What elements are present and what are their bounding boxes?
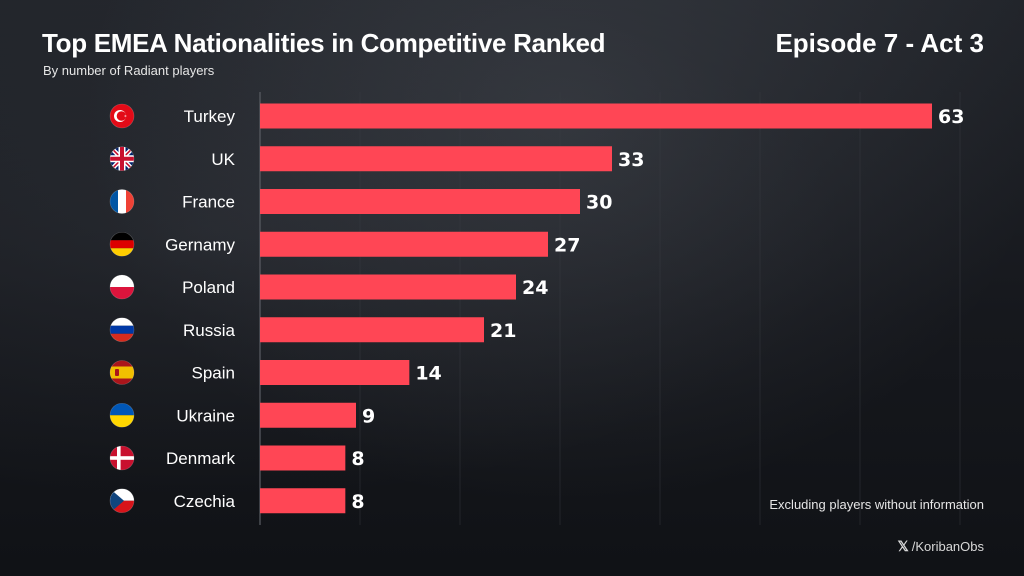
category-labels: Turkey UK France Gernamy Poland Russia Spain Uk… — [165, 107, 236, 511]
value-label-russia: 21 — [490, 320, 516, 342]
value-label-france: 30 — [586, 192, 612, 214]
spain-flag-icon — [110, 360, 134, 385]
category-label-turkey: Turkey — [184, 107, 236, 126]
czechia-flag-icon — [110, 488, 134, 513]
category-label-gernamy: Gernamy — [165, 235, 235, 254]
value-label-denmark: 8 — [351, 448, 364, 470]
category-label-poland: Poland — [182, 278, 235, 297]
value-label-gernamy: 27 — [554, 234, 580, 256]
germany-flag-icon — [110, 232, 134, 257]
category-label-spain: Spain — [192, 364, 235, 383]
flag-outline — [109, 274, 135, 300]
bar-russia — [260, 317, 484, 343]
bar-france — [260, 189, 580, 214]
bars: 63 33 30 27 24 21 14 9 8 8 — [260, 103, 964, 514]
flag-outline — [109, 146, 135, 172]
value-label-poland: 24 — [522, 277, 548, 299]
uk-flag-icon — [110, 146, 134, 171]
handle-text: /KoribanObs — [911, 539, 984, 554]
x-logo-icon: 𝕏 — [897, 538, 909, 554]
category-label-czechia: Czechia — [174, 492, 236, 511]
value-label-uk: 33 — [618, 149, 644, 171]
russia-flag-icon — [110, 317, 134, 342]
category-label-france: France — [182, 193, 235, 212]
bar-gernamy — [260, 231, 548, 257]
france-flag-icon — [110, 189, 134, 214]
chart-title: Top EMEA Nationalities in Competitive Ra… — [42, 28, 606, 58]
bar-ukraine — [260, 402, 356, 428]
category-label-russia: Russia — [183, 321, 236, 340]
flag-outline — [109, 231, 135, 257]
bar-poland — [260, 274, 516, 300]
poland-flag-icon — [110, 275, 134, 299]
flag-outline — [109, 488, 135, 514]
category-label-denmark: Denmark — [166, 449, 235, 468]
bar-czechia — [260, 488, 346, 514]
flag-outline — [109, 445, 135, 471]
footnote: Excluding players without information — [769, 497, 984, 512]
denmark-flag-icon — [110, 446, 134, 470]
flag-outline — [109, 402, 135, 428]
flag-outline — [109, 189, 135, 214]
value-label-turkey: 63 — [938, 106, 964, 128]
flags — [109, 103, 135, 514]
flag-outline — [109, 317, 135, 343]
value-label-spain: 14 — [415, 363, 441, 385]
category-label-uk: UK — [211, 150, 235, 169]
bar-uk — [260, 146, 612, 172]
value-label-czechia: 8 — [351, 491, 364, 513]
bar-turkey — [260, 103, 932, 129]
bar-denmark — [260, 445, 346, 471]
turkey-flag-icon — [110, 104, 134, 128]
chart-subtitle: By number of Radiant players — [43, 63, 215, 78]
ukraine-flag-icon — [110, 403, 134, 428]
bar-spain — [260, 360, 410, 385]
flag-outline — [109, 360, 135, 385]
episode-label: Episode 7 - Act 3 — [775, 28, 984, 58]
category-label-ukraine: Ukraine — [176, 406, 235, 425]
flag-outline — [109, 103, 135, 129]
social-handle[interactable]: 𝕏/KoribanObs — [897, 538, 984, 555]
value-label-ukraine: 9 — [362, 405, 375, 427]
